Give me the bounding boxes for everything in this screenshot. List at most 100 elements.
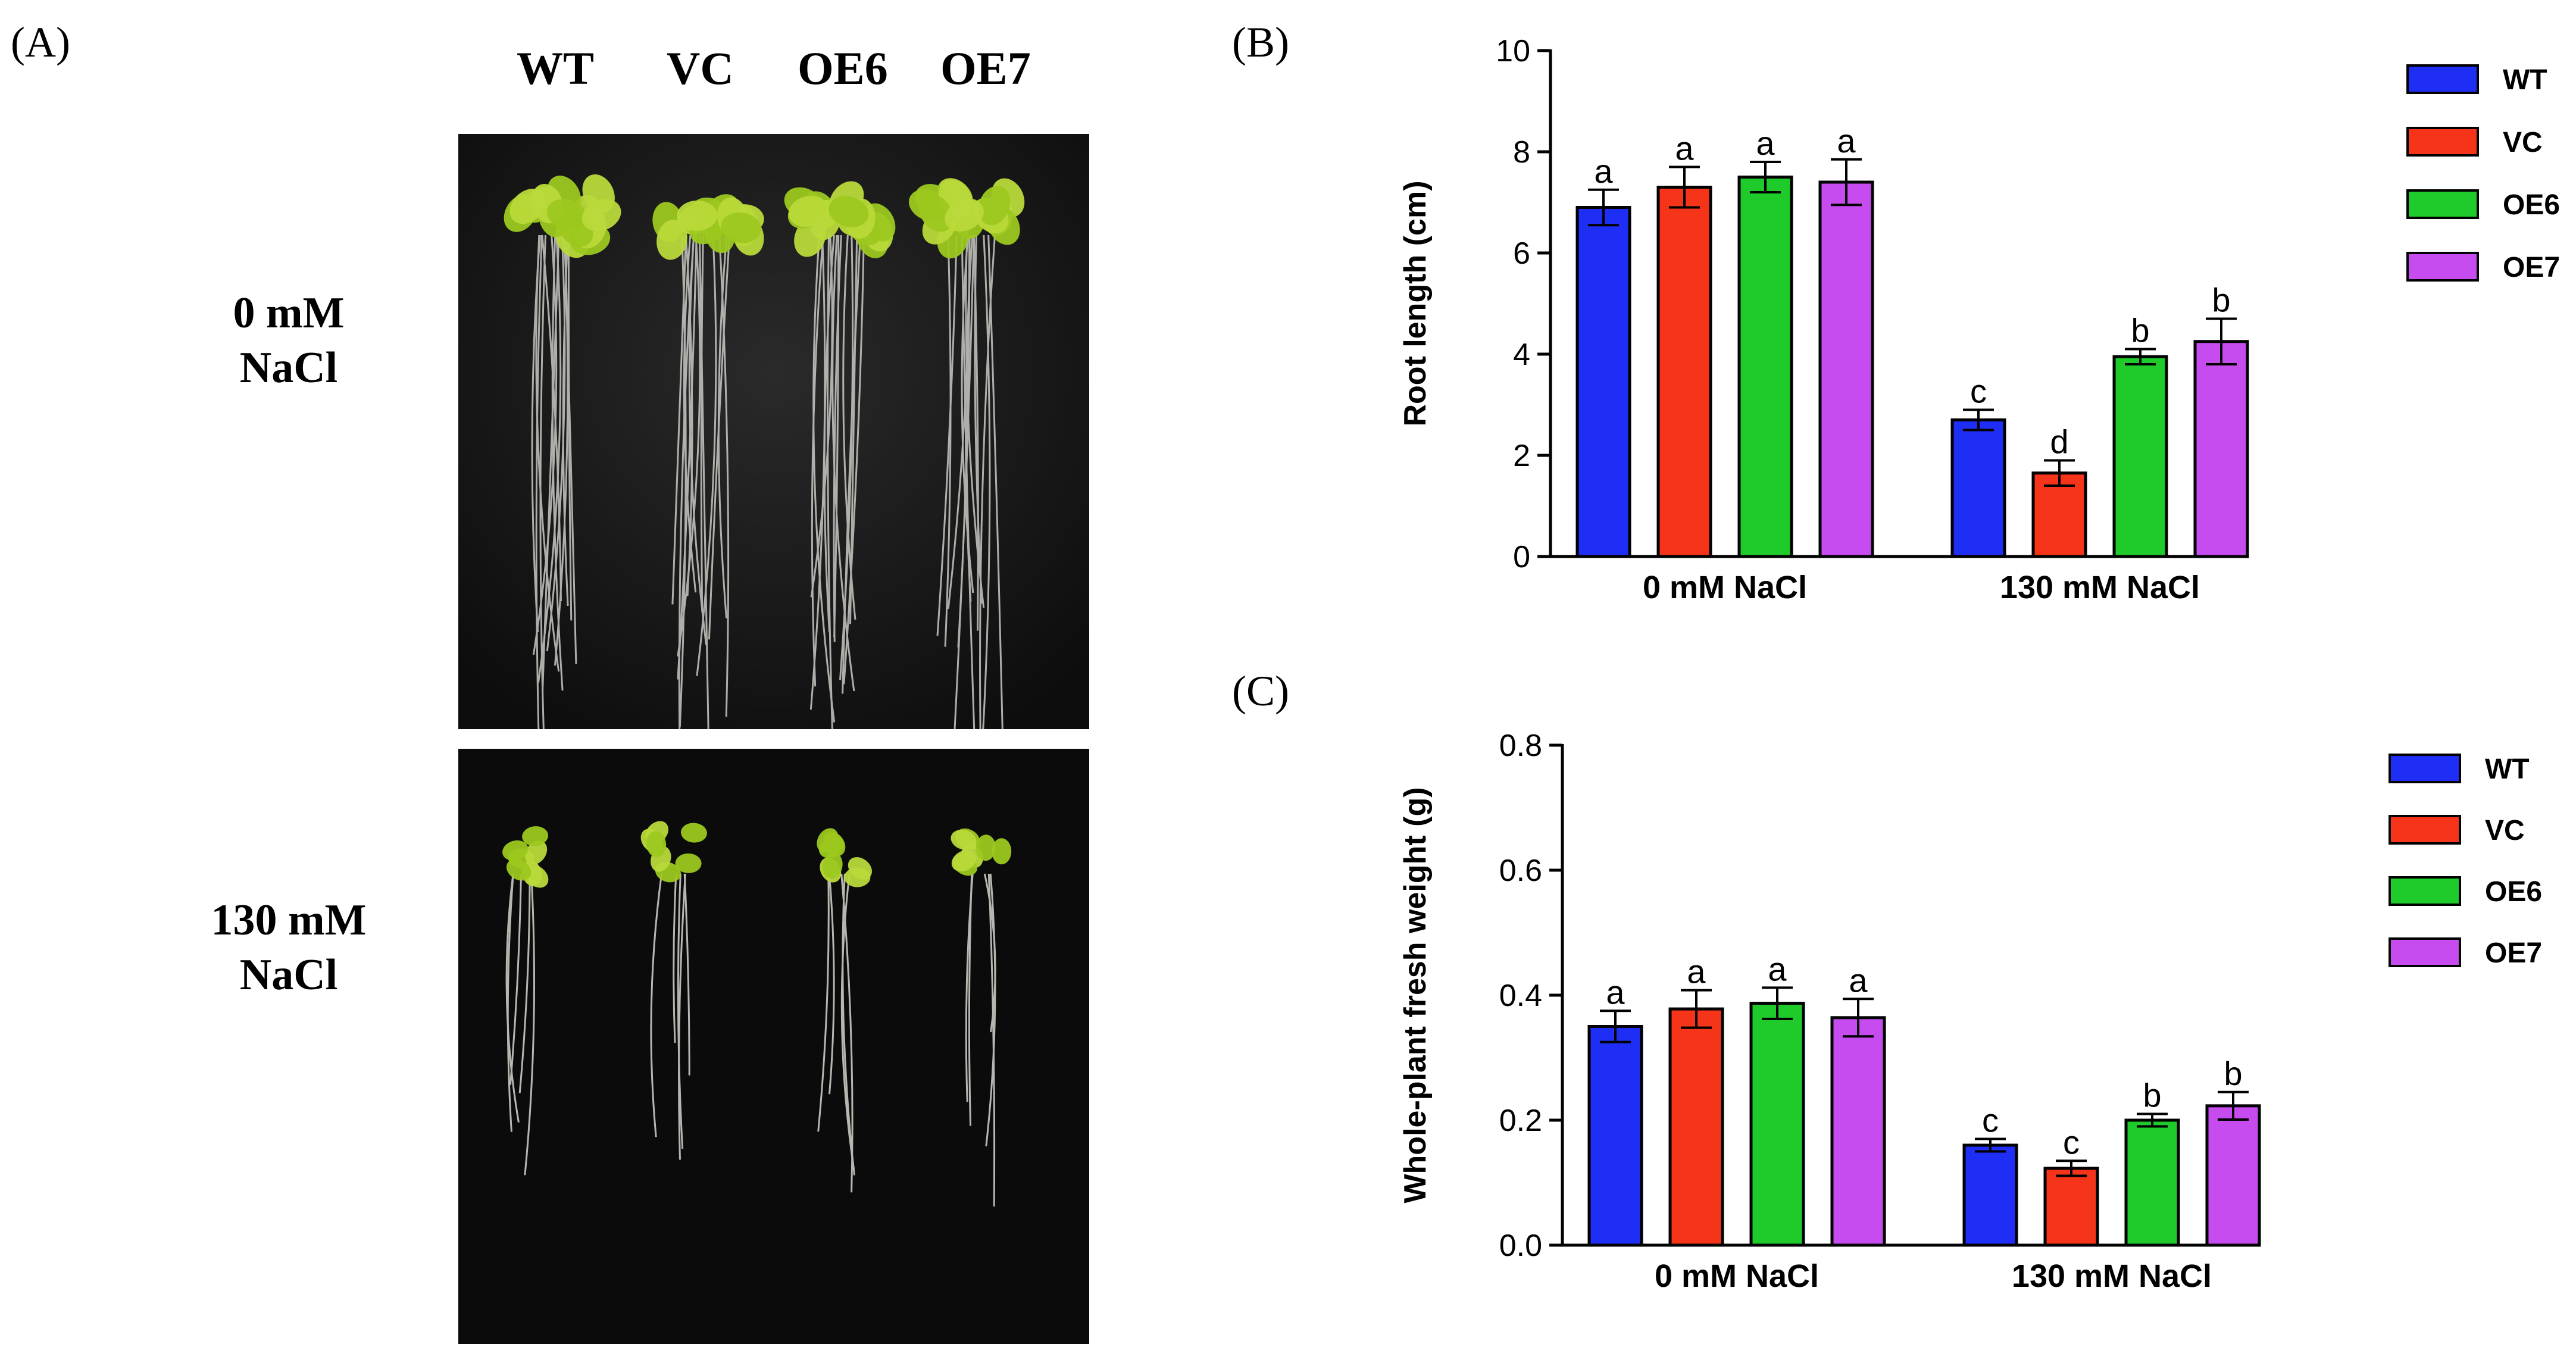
y-tick-label: 0 [1513, 540, 1530, 574]
seedling-leaf [978, 186, 1011, 226]
condition-line: 0 mM [233, 289, 345, 337]
bar [1962, 1143, 2018, 1247]
seedling-root [812, 235, 836, 723]
seedling-root [507, 873, 514, 1132]
y-tick-label: 0.2 [1499, 1104, 1542, 1138]
panel-c-label: (C) [1232, 667, 1289, 715]
y-tick-label: 0.0 [1499, 1229, 1542, 1263]
legend-label: VC [2503, 127, 2543, 158]
seedling-root [936, 235, 958, 636]
significance-letter: a [1594, 152, 1613, 190]
seedling-root [811, 235, 824, 687]
genotype-label-oe6: OE6 [798, 42, 888, 94]
significance-letter: a [1756, 124, 1775, 162]
seedling-root [833, 235, 842, 642]
y-tick-label: 0.8 [1499, 729, 1542, 763]
y-tick-label: 10 [1496, 34, 1530, 68]
seedling-root [849, 235, 858, 624]
seedling-root [524, 873, 536, 1176]
significance-letter: a [1606, 973, 1625, 1011]
seedling-root [987, 873, 996, 1207]
seedling-root [683, 873, 690, 1076]
bar [2193, 340, 2249, 558]
bar [2205, 1104, 2261, 1247]
seedling-root [539, 235, 546, 729]
condition-line: NaCl [239, 343, 338, 392]
bar [2031, 471, 2087, 558]
seedling-root [535, 235, 543, 729]
seedling-root [546, 235, 566, 652]
seedling-leaf [677, 200, 718, 231]
seedling-root [650, 873, 663, 1137]
significance-letter: a [1687, 953, 1706, 990]
significance-letter: b [2143, 1077, 2161, 1114]
legend-label: WT [2485, 754, 2530, 785]
legend-label: OE6 [2485, 876, 2542, 908]
seedling-root [983, 873, 996, 1033]
significance-letter: c [1982, 1102, 1999, 1139]
significance-letter: b [2131, 312, 2149, 349]
seedling-root [982, 235, 991, 729]
root-length-chart: 0 2 4 6 8 10 Root length (cm) a a a a 0 mM NaCl c d b b… [1398, 34, 2560, 605]
seedling-photo-0mm [458, 134, 1089, 729]
seedling-leaf [951, 850, 977, 872]
seedling-root [505, 873, 520, 1123]
seedling-root [947, 235, 971, 609]
seedling-leaf [675, 853, 702, 873]
seedling-root [671, 235, 687, 605]
condition-label-0mm: 0 mM NaCl [190, 286, 387, 395]
seedling-root [677, 235, 701, 657]
seedling-leaf [646, 831, 667, 858]
bar [2124, 1118, 2180, 1247]
y-tick-label: 8 [1513, 135, 1530, 170]
x-category-label: 130 mM NaCl [2000, 570, 2200, 605]
legend-swatch [2389, 815, 2461, 845]
seedling-root [954, 235, 975, 729]
seedling-leaf [788, 196, 829, 227]
plot-area: 0 2 4 6 8 10 Root length (cm) a a a a 0 mM NaCl c d b b… [1398, 34, 2560, 605]
bar [1950, 418, 2006, 558]
legend-swatch [2406, 127, 2479, 157]
seedling-root [677, 235, 698, 680]
seedling-root [823, 235, 835, 633]
fresh-weight-chart: 0.0 0.2 0.4 0.6 0.8 Whole-plant fresh weight … [1398, 729, 2542, 1294]
seedling-leaf [522, 826, 549, 846]
legend-label: OE7 [2503, 252, 2560, 283]
bar [1749, 1002, 1805, 1247]
condition-line: 130 mM [211, 896, 367, 945]
y-tick-label: 6 [1513, 236, 1530, 271]
bar [1830, 1016, 1886, 1247]
seedling-leaf [582, 199, 621, 232]
condition-label-130mm: 130 mM NaCl [190, 893, 387, 1002]
seedling-leaf [502, 840, 529, 861]
significance-letter: d [2050, 423, 2068, 461]
seedling-leaf [656, 220, 687, 260]
bar [1668, 1007, 1724, 1247]
significance-letter: a [1675, 130, 1694, 167]
seedling-leaf [992, 838, 1012, 865]
significance-letter: b [2212, 282, 2230, 319]
seedling-root [531, 235, 541, 633]
panel-b-label: (B) [1232, 18, 1289, 66]
seedling-root [700, 235, 704, 612]
seedling-root [698, 235, 709, 729]
seedling-leaf [546, 199, 587, 230]
seedling-root [839, 235, 854, 680]
legend-label: OE6 [2503, 189, 2560, 221]
seedling-root [678, 873, 686, 1160]
genotype-label-oe7: OE7 [940, 42, 1031, 94]
y-tick-label: 4 [1513, 337, 1530, 372]
seedling-leaf [506, 859, 532, 881]
significance-letter: a [1837, 122, 1856, 160]
bar [1656, 186, 1712, 558]
y-tick-label: 0.4 [1499, 979, 1542, 1013]
significance-letter: b [2224, 1055, 2242, 1092]
x-category-label: 0 mM NaCl [1655, 1258, 1819, 1294]
seedling-leaf [823, 852, 843, 879]
seedling-leaf [829, 196, 869, 227]
seedling-leaf [721, 212, 761, 243]
bar [2112, 355, 2168, 558]
bar [1818, 180, 1874, 558]
seedling-leaf [945, 199, 984, 232]
seedling-root [985, 873, 996, 1146]
